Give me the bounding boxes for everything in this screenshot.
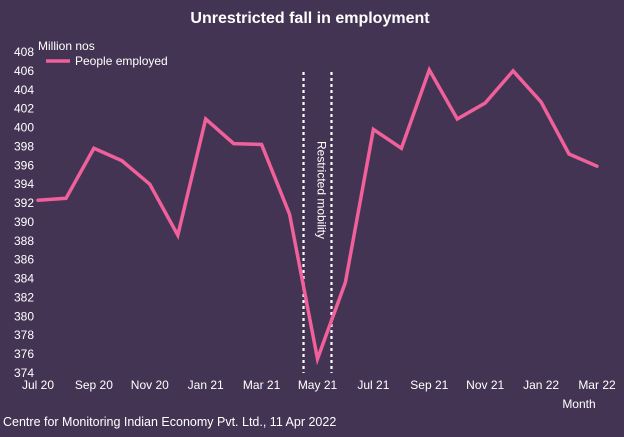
data-point (36, 199, 40, 202)
y-tick-label: 396 (14, 158, 34, 172)
x-tick-label: Sep 21 (410, 378, 448, 392)
y-tick-label: 392 (14, 196, 34, 210)
data-point (64, 197, 68, 200)
y-axis-label: Million nos (38, 39, 95, 53)
data-point (120, 159, 124, 162)
y-tick-label: 386 (14, 253, 34, 267)
data-point (484, 101, 487, 105)
data-point (400, 147, 403, 150)
y-tick-label: 376 (14, 347, 34, 361)
y-tick-label: 404 (14, 83, 34, 97)
y-tick-label: 408 (14, 45, 34, 59)
x-tick-label: Jan 21 (188, 378, 224, 392)
source-note: Centre for Monitoring Indian Economy Pvt… (3, 415, 336, 429)
legend: People employed (46, 54, 168, 68)
chart-title: Unrestricted fall in employment (190, 10, 430, 27)
x-tick-label: Mar 21 (243, 378, 281, 392)
x-tick-label: Nov 21 (466, 378, 504, 392)
y-tick-label: 406 (14, 64, 34, 78)
data-point (288, 213, 291, 216)
data-point (539, 100, 543, 104)
data-point (372, 128, 375, 131)
data-point (148, 182, 151, 186)
y-tick-label: 384 (14, 272, 34, 286)
y-tick-label: 388 (14, 234, 34, 248)
y-tick-label: 390 (14, 215, 34, 229)
y-tick-label: 374 (14, 366, 34, 380)
y-tick-label: 380 (14, 309, 34, 323)
y-tick-label: 398 (14, 139, 34, 153)
data-point (176, 233, 179, 237)
legend-label: People employed (75, 54, 168, 68)
y-tick-label: 382 (14, 290, 34, 304)
data-point (204, 117, 207, 121)
x-tick-label: Mar 22 (578, 378, 616, 392)
data-point (92, 147, 96, 150)
x-tick-label: May 21 (298, 378, 338, 392)
annotation-label: Restricted mobility (315, 141, 329, 239)
x-axis-label: Month (562, 397, 595, 411)
y-tick-label: 402 (14, 102, 34, 116)
x-tick-label: Nov 20 (131, 378, 169, 392)
y-tick-label: 378 (14, 328, 34, 342)
data-point (344, 281, 347, 284)
data-point (511, 69, 515, 73)
y-tick-label: 400 (14, 121, 34, 135)
x-tick-label: Jan 22 (523, 378, 559, 392)
data-point (232, 142, 235, 145)
x-tick-label: Sep 20 (75, 378, 113, 392)
data-point (595, 165, 599, 168)
data-point (456, 117, 459, 121)
data-point (260, 143, 263, 146)
x-tick-label: Jul 21 (357, 378, 389, 392)
data-point (567, 152, 571, 156)
x-tick-label: Jul 20 (22, 378, 54, 392)
data-point (316, 357, 319, 361)
y-tick-label: 394 (14, 177, 34, 191)
data-point (428, 68, 431, 72)
